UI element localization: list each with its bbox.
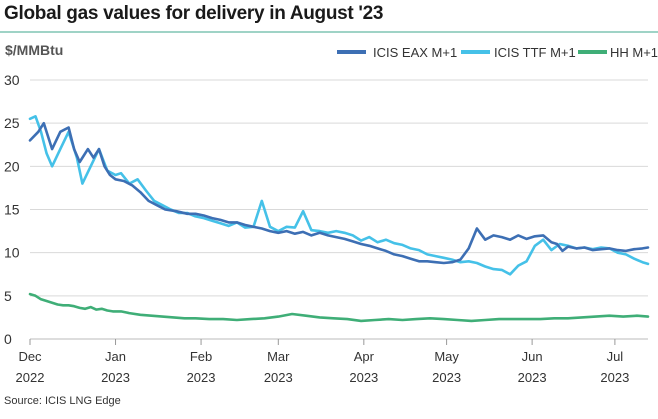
x-tick-label: 2023 [600, 370, 629, 385]
legend-label: ICIS EAX M+1 [373, 45, 457, 60]
x-tick-label: Apr [354, 349, 375, 364]
x-tick-label: Feb [190, 349, 212, 364]
x-tick-label: May [434, 349, 459, 364]
x-tick-label: Jan [105, 349, 126, 364]
x-tick-label: 2023 [349, 370, 378, 385]
title-divider [0, 31, 658, 33]
x-tick-label: Mar [267, 349, 290, 364]
legend-label: HH M+1 [610, 45, 658, 60]
legend-label: ICIS TTF M+1 [494, 45, 576, 60]
x-tick-label: 2023 [187, 370, 216, 385]
x-tick-label: 2022 [16, 370, 45, 385]
y-tick-label: 15 [4, 202, 20, 218]
y-tick-label: 10 [4, 245, 20, 261]
y-tick-label: 25 [4, 115, 20, 131]
chart-title: Global gas values for delivery in August… [4, 3, 384, 24]
y-tick-label: 20 [4, 158, 20, 174]
x-tick-label: Jul [607, 349, 624, 364]
series-line [28, 121, 650, 265]
y-axis-label: $/MMBtu [5, 42, 64, 58]
y-tick-label: 30 [4, 72, 20, 88]
x-tick-label: 2023 [101, 370, 130, 385]
legend: ICIS EAX M+1 ICIS TTF M+1 HH M+1 [337, 45, 658, 60]
y-tick-label: 5 [4, 288, 12, 304]
y-tick-label: 0 [4, 331, 12, 347]
x-tick-label: 2023 [264, 370, 293, 385]
x-tick-label: 2023 [518, 370, 547, 385]
x-tick-label: Jun [522, 349, 543, 364]
x-tick-label: 2023 [432, 370, 461, 385]
source-note: Source: ICIS LNG Edge [4, 395, 121, 407]
x-tick-label: Dec [18, 349, 42, 364]
series-line [28, 115, 650, 276]
series-line [28, 292, 650, 323]
